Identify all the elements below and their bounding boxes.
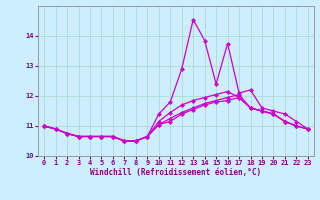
X-axis label: Windchill (Refroidissement éolien,°C): Windchill (Refroidissement éolien,°C): [91, 168, 261, 177]
